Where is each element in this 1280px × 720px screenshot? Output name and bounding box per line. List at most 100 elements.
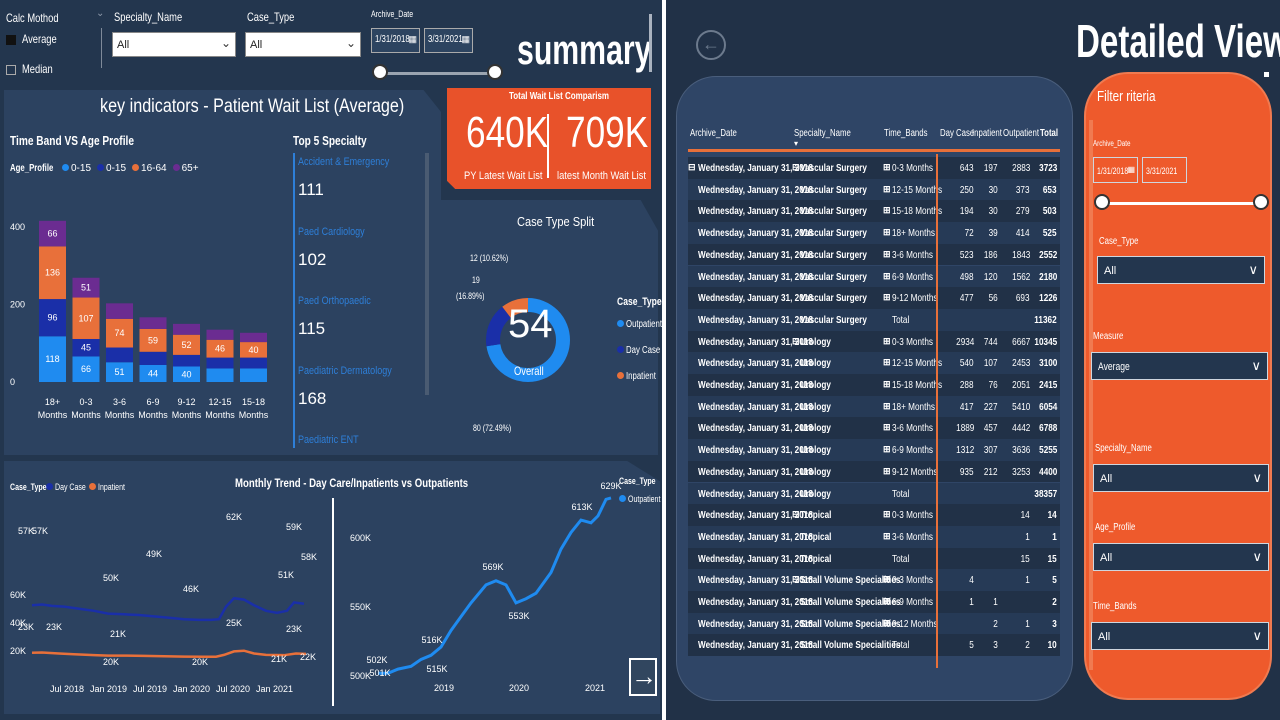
trend-legend: Case_Type Day Case Inpatient: [10, 482, 125, 492]
bar-data-label: 44: [148, 368, 158, 378]
right-date-slider-start[interactable]: [1094, 194, 1110, 210]
collapse-icon[interactable]: ⊟: [792, 335, 800, 346]
table-row[interactable]: Wednesday, January 31, 2018 Urology Total 3…: [688, 482, 1060, 505]
expand-icon[interactable]: ⊞: [883, 183, 891, 194]
expand-icon[interactable]: ⊞: [883, 465, 891, 476]
table-row[interactable]: ⊞ Wednesday, January 31, 2018 Vascular Sur…: [688, 222, 1060, 244]
top5-specialty-name[interactable]: Accident & Emergency: [298, 156, 390, 168]
expand-icon[interactable]: ⊞: [883, 422, 891, 433]
table-cell: Urology: [800, 335, 831, 348]
next-page-arrow-icon[interactable]: →: [629, 658, 657, 696]
measure-dropdown[interactable]: Average ∨: [1091, 352, 1268, 380]
time-bands-dropdown[interactable]: All ∨: [1091, 622, 1269, 650]
key-indicators-panel: [4, 90, 441, 455]
table-row[interactable]: ⊞ Wednesday, January 31, 2018 Vascular Sur…: [688, 200, 1060, 223]
table-cell: 2: [993, 617, 998, 630]
expand-icon[interactable]: ⊞: [883, 444, 891, 455]
top5-specialty-name[interactable]: Paediatric ENT: [298, 434, 359, 446]
top5-specialty-name[interactable]: Paediatric Dermatology: [298, 364, 392, 377]
collapse-icon[interactable]: ⊟: [792, 509, 800, 520]
date-slider-track[interactable]: [380, 72, 494, 75]
table-row[interactable]: ⊟ ⊟ ⊞ Wednesday, January 31, 2018 Vascular S…: [688, 157, 1060, 179]
table-cell: Wednesday, January 31, 2018: [698, 617, 813, 630]
collapse-icon[interactable]: ⊟: [688, 162, 696, 172]
right-date-slider-end[interactable]: [1253, 194, 1269, 210]
table-row[interactable]: ⊟ ⊞ Wednesday, January 31, 2018 Tropical 0-3…: [688, 504, 1060, 526]
table-cell: 1226: [1038, 292, 1057, 305]
expand-icon[interactable]: ⊞: [883, 530, 891, 541]
date-slider-start-handle[interactable]: [372, 64, 388, 80]
table-row[interactable]: ⊞ Wednesday, January 31, 2018 Urology 18+ M…: [688, 395, 1060, 418]
table-row[interactable]: ⊞ Wednesday, January 31, 2018 Vascular Sur…: [688, 287, 1060, 309]
table-row[interactable]: ⊞ Wednesday, January 31, 2018 Vascular Sur…: [688, 243, 1060, 266]
line-data-label: 553K: [508, 611, 529, 621]
table-row[interactable]: ⊞ Wednesday, January 31, 2018 Urology 15-18…: [688, 374, 1060, 396]
table-row[interactable]: ⊞ Wednesday, January 31, 2018 Vascular Sur…: [688, 178, 1060, 201]
table-row[interactable]: ⊞ Wednesday, January 31, 2018 Urology 3-6 M…: [688, 417, 1060, 440]
table-row[interactable]: ⊞ Wednesday, January 31, 2018 Vascular Sur…: [688, 265, 1060, 288]
expand-icon[interactable]: ⊞: [883, 270, 891, 281]
age-profile-dropdown[interactable]: All ∨: [1093, 543, 1269, 571]
expand-icon[interactable]: ⊞: [883, 574, 891, 585]
average-checkbox[interactable]: [6, 34, 16, 45]
table-row[interactable]: ⊟ ⊞ Wednesday, January 31, 2018 Small Volum…: [688, 569, 1060, 591]
table-cell: 279: [1016, 205, 1030, 218]
expand-icon[interactable]: ⊞: [883, 596, 891, 606]
back-arrow-icon[interactable]: ←: [696, 30, 726, 60]
table-row[interactable]: Wednesday, January 31, 2018 Tropical Total…: [688, 547, 1060, 570]
right-specialty-dropdown[interactable]: All ∨: [1093, 464, 1269, 492]
column-header-time-bands[interactable]: Time_Bands: [884, 128, 928, 139]
calc-average-option[interactable]: Average: [6, 32, 66, 46]
table-row[interactable]: ⊟ ⊞ Wednesday, January 31, 2018 Urology 0-3 …: [688, 330, 1060, 353]
expand-icon[interactable]: ⊞: [883, 357, 891, 368]
case-type-dropdown[interactable]: All ⌄: [245, 32, 361, 57]
expand-icon[interactable]: ⊞: [883, 248, 891, 259]
table-row[interactable]: ⊞ Wednesday, January 31, 2018 Tropical 3-6 …: [688, 525, 1060, 548]
collapse-icon[interactable]: ⊟: [792, 162, 800, 172]
table-row[interactable]: ⊞ Wednesday, January 31, 2018 Urology 6-9 M…: [688, 439, 1060, 461]
median-checkbox[interactable]: [6, 64, 16, 75]
expand-icon[interactable]: ⊞: [883, 379, 891, 389]
bar-segment: [206, 357, 234, 369]
y-tick-label: 0: [10, 377, 15, 387]
table-cell: 4442: [1011, 422, 1030, 435]
expand-icon[interactable]: ⊞: [883, 162, 891, 172]
table-row[interactable]: ⊞ Wednesday, January 31, 2018 Urology 12-15…: [688, 352, 1060, 374]
table-row[interactable]: Wednesday, January 31, 2018 Small Volume …: [688, 634, 1060, 657]
expand-icon[interactable]: ⊞: [883, 292, 891, 303]
table-row[interactable]: ⊞ Wednesday, January 31, 2018 Small Volume…: [688, 591, 1060, 613]
specialty-dropdown[interactable]: All ⌄: [112, 32, 236, 57]
expand-icon[interactable]: ⊞: [883, 205, 891, 216]
table-row[interactable]: ⊞ Wednesday, January 31, 2018 Urology 9-12 …: [688, 460, 1060, 483]
calc-median-option[interactable]: Median: [6, 62, 61, 76]
column-header-day-case[interactable]: Day Case: [940, 128, 975, 139]
donut-center-value: 54: [508, 302, 553, 346]
top5-specialty-name[interactable]: Paed Cardiology: [298, 225, 365, 238]
expand-icon[interactable]: ⊞: [883, 335, 891, 346]
right-case-type-dropdown[interactable]: All ∨: [1097, 256, 1265, 284]
column-header-outpatient[interactable]: Outpatient: [1003, 128, 1040, 139]
date-slider-end-handle[interactable]: [487, 64, 503, 80]
column-header-archive-date[interactable]: Archive_Date: [690, 128, 737, 139]
bar-data-label: 66: [47, 229, 57, 239]
top5-specialty-name[interactable]: Paed Orthopaedic: [298, 295, 371, 307]
collapse-icon[interactable]: ⊟: [792, 574, 800, 585]
column-header-total[interactable]: Total: [1040, 128, 1059, 139]
line-data-label: 515K: [426, 664, 447, 674]
expand-icon[interactable]: ⊞: [883, 400, 891, 411]
bar-segment: [39, 246, 66, 300]
top5-scrollbar[interactable]: [425, 153, 429, 395]
column-header-inpatient[interactable]: Inpatient: [972, 128, 1002, 139]
right-date-from[interactable]: 1/31/2018 ▦: [1093, 157, 1138, 183]
expand-icon[interactable]: ⊞: [883, 617, 891, 628]
expand-icon[interactable]: ⊞: [883, 509, 891, 520]
right-date-to[interactable]: 3/31/2021: [1142, 157, 1187, 183]
archive-date-to[interactable]: 3/31/2021 ▦: [424, 28, 473, 53]
archive-date-from[interactable]: 1/31/2018 ▦: [371, 28, 420, 53]
top5-specialty-value: 168: [298, 388, 327, 408]
column-header-specialty[interactable]: Specialty_Name: [794, 128, 851, 139]
expand-icon[interactable]: ⊞: [883, 227, 891, 238]
table-row[interactable]: ⊞ Wednesday, January 31, 2018 Small Volume…: [688, 612, 1060, 635]
table-row[interactable]: Wednesday, January 31, 2018 Vascular Surg…: [688, 308, 1060, 331]
right-date-slider-track[interactable]: [1102, 202, 1260, 205]
